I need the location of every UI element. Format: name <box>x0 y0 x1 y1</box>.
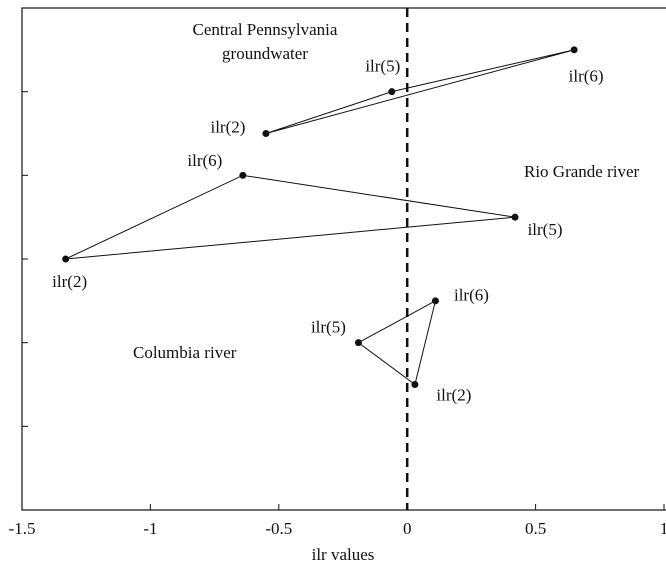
point-label: ilr(5) <box>365 57 400 76</box>
point <box>262 130 270 137</box>
group-label: Rio Grande river <box>524 162 640 181</box>
point <box>570 46 578 54</box>
point <box>511 213 519 221</box>
x-tick-label: 0.5 <box>525 519 546 538</box>
point-label: ilr(6) <box>569 67 604 86</box>
x-tick-label: -1 <box>143 519 157 538</box>
point <box>431 297 439 305</box>
point-label: ilr(5) <box>311 318 346 337</box>
point-label: ilr(5) <box>528 220 563 239</box>
group-label: Columbia river <box>133 343 237 362</box>
x-tick-label: 0 <box>403 519 412 538</box>
point-label: ilr(2) <box>436 385 471 404</box>
series-outline <box>65 174 516 260</box>
point <box>354 339 362 347</box>
x-axis-label: ilr values <box>312 545 375 564</box>
point-label: ilr(2) <box>52 272 87 291</box>
x-tick-label: 1 <box>660 519 666 538</box>
point <box>62 255 70 263</box>
point <box>411 381 419 388</box>
group-label: Central Pennsylvania groundwater <box>192 20 338 63</box>
series-outline <box>265 49 575 134</box>
x-tick-label: -0.5 <box>265 519 292 538</box>
series-outline <box>357 299 437 386</box>
point-label: ilr(2) <box>210 117 245 136</box>
point-label: ilr(6) <box>454 286 489 305</box>
point <box>239 171 247 179</box>
point-label: ilr(6) <box>187 151 222 170</box>
point <box>388 88 396 96</box>
x-tick-label: -1.5 <box>9 519 36 538</box>
